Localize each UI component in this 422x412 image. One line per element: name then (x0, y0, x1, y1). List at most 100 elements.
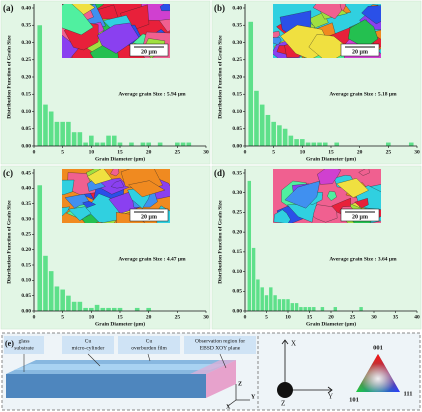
y-tick-label: 0.40 (232, 5, 242, 11)
bar (277, 125, 282, 146)
x-axis-label: Grain Diameter (μm) (306, 320, 356, 327)
x-axis-label: Grain Diameter (μm) (95, 320, 145, 327)
scale-bar-label: 20 μm (352, 49, 368, 55)
inset-map (62, 169, 170, 223)
y-tick-label: 0.20 (21, 74, 31, 80)
bar (259, 104, 265, 146)
bar (286, 299, 290, 311)
bar (312, 307, 316, 311)
bar (269, 287, 273, 311)
callout-box (118, 336, 180, 354)
y-tick-label: 0.25 (232, 57, 242, 63)
y-tick-label: 0.05 (21, 126, 31, 132)
y-tick-label: 0.05 (232, 126, 242, 132)
grain (82, 200, 96, 208)
grain (97, 22, 140, 54)
y-tick-label: 0.00 (21, 143, 31, 149)
y-tick-label: 0.15 (21, 92, 31, 98)
bar (248, 21, 254, 146)
chart-panel: 0.00 0.05 0.10 0.15 0.20 0.25 0.30 0.35 0 5 10 15 20… (211, 165, 422, 330)
y-tick-label: 0.40 (21, 5, 31, 11)
x-tick-label: 20 (146, 314, 152, 320)
callout-text: Cu (85, 338, 92, 344)
grain (110, 169, 120, 177)
y-tick-label: 0.10 (21, 278, 31, 284)
x-tick-label: 25 (386, 149, 392, 155)
grain (62, 4, 94, 36)
grain (273, 36, 282, 46)
bar (311, 142, 317, 146)
y-tick-label: 0.10 (21, 109, 31, 115)
grain (354, 198, 369, 209)
y-tick-label: 0.30 (21, 216, 31, 222)
bar (247, 180, 252, 311)
bar (180, 142, 186, 146)
sample-axis-label: Y (251, 394, 256, 400)
bar (186, 142, 192, 146)
leader (147, 353, 151, 362)
grain (284, 180, 321, 209)
grain (159, 4, 170, 11)
bar (83, 307, 88, 311)
bar (146, 142, 151, 146)
bar (140, 142, 146, 146)
annotation: Average grain Size : 5.94 μm (118, 91, 186, 97)
bar (294, 139, 299, 146)
grain (62, 35, 79, 58)
bar (256, 279, 260, 311)
bar (60, 121, 65, 146)
panel-label: (d) (214, 168, 225, 178)
x-tick-label: 10 (89, 149, 95, 155)
x-tick-label: 15 (117, 149, 123, 155)
y-tick-label: 0.05 (21, 293, 31, 299)
bar (48, 111, 54, 146)
observation-face (206, 360, 236, 398)
y-tick-label: 0.35 (232, 170, 242, 176)
y-tick-label: 0.20 (232, 74, 242, 80)
x-tick-label: 25 (350, 314, 356, 320)
x-tick-label: 0 (33, 149, 36, 155)
bar (71, 301, 77, 311)
grain (308, 34, 351, 58)
observation-top (190, 360, 236, 374)
grain (87, 169, 113, 185)
bar (48, 271, 54, 311)
annotation: Average grain Size : 5.18 μm (329, 91, 397, 97)
bar (54, 121, 60, 146)
y-tick-label: 0.00 (232, 308, 242, 314)
panel-label: (c) (3, 168, 13, 178)
bar (43, 104, 48, 146)
slab-front (6, 374, 206, 398)
bar (94, 304, 100, 311)
bar (117, 307, 123, 311)
y-axis-label: Distribution Function of Grain Size (6, 200, 12, 284)
y-tick-label: 0.15 (232, 92, 242, 98)
x-tick-label: 0 (244, 149, 247, 155)
bar (89, 307, 94, 311)
bar (111, 307, 117, 311)
bar (157, 142, 163, 146)
ipf-label: 001 (373, 344, 383, 351)
bar (264, 295, 269, 311)
grain (128, 180, 166, 198)
x-tick-label: 15 (328, 149, 334, 155)
y-tick-label: 0.35 (21, 23, 31, 29)
x-tick-label: 20 (328, 314, 334, 320)
y-tick-label: 0.45 (21, 170, 31, 176)
inset-map (62, 4, 170, 58)
bar (386, 142, 391, 146)
callout-text: micro-cylinder (72, 345, 105, 351)
y-tick-label: 0.40 (21, 186, 31, 192)
frame-axis-label: X (291, 340, 296, 348)
y-tick-label: 0.05 (232, 289, 242, 295)
ipf-label: 101 (349, 396, 359, 403)
chart-panel: 0.00 0.05 0.10 0.15 0.20 0.25 0.30 0.35 0.40 0.45… (0, 165, 211, 330)
x-tick-label: 30 (203, 314, 209, 320)
cylinder-stripe (14, 364, 226, 370)
y-tick-label: 0.30 (232, 40, 242, 46)
y-tick-label: 0.30 (21, 40, 31, 46)
sample-axis-label: Z (238, 381, 242, 387)
bar (305, 142, 311, 146)
y-tick-label: 0.20 (232, 229, 242, 235)
